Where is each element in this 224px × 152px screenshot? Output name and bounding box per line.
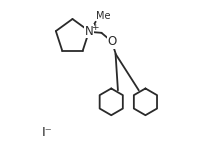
Text: N: N [85,25,93,38]
Text: I⁻: I⁻ [41,126,52,139]
Text: Me: Me [96,11,111,21]
Text: +: + [91,23,98,32]
Text: O: O [108,35,117,48]
